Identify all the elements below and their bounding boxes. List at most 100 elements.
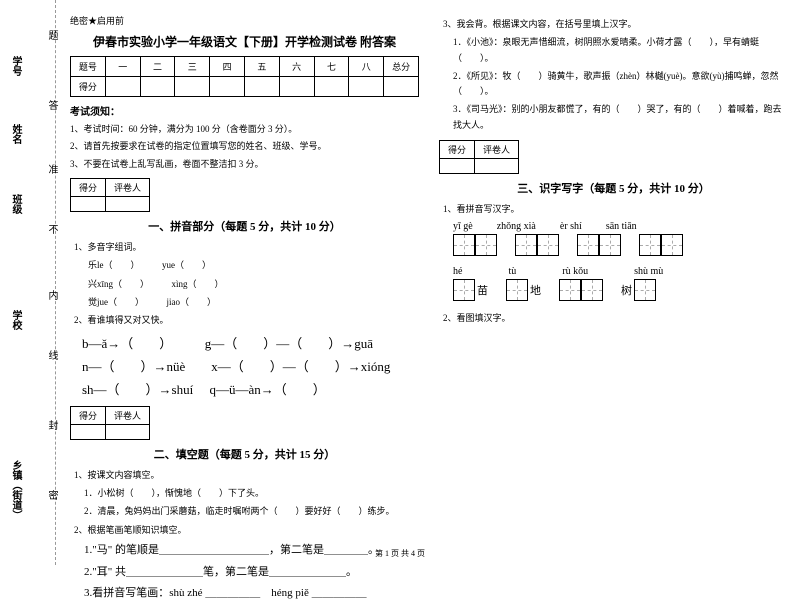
q: 1、按课文内容填空。 <box>74 468 419 483</box>
margin-xiangzhen: 乡镇（街道） <box>8 460 23 520</box>
opt: 乐le（ ） <box>88 260 135 270</box>
score-cell[interactable] <box>314 77 349 97</box>
py: rù kǒu <box>562 266 588 277</box>
tianzige-row <box>453 234 788 256</box>
sub: 1．小松树（ ），惭愧地（ ）下了头。 <box>84 486 419 501</box>
sub: 2."耳" 共＿＿＿＿＿＿＿笔，第二笔是＿＿＿＿＿＿＿。 <box>84 563 419 582</box>
seal-char: 线 <box>44 350 59 360</box>
q3c: 3．《司马光》：别的小朋友都慌了，有的（ ）哭了，有的（ ）着喊着，跑去找大人。 <box>453 102 788 133</box>
section2-title: 二、填空题（每题 5 分，共计 15 分） <box>70 446 419 462</box>
section3-title: 三、识字写字（每题 5 分，共计 10 分） <box>439 180 788 196</box>
tianzige[interactable] <box>634 279 656 301</box>
py: zhǒng xià <box>497 221 536 232</box>
tianzige[interactable] <box>577 234 599 256</box>
sb-c2: 评卷人 <box>106 179 150 197</box>
row-label: 得分 <box>71 77 106 97</box>
score-table: 题号 一 二 三 四 五 六 七 八 总分 得分 <box>70 56 419 97</box>
q: 2、根据笔画笔顺知识填空。 <box>74 523 419 538</box>
margin-banji: 班级 <box>8 194 23 214</box>
notice-item: 3、不要在试卷上乱写乱画，卷面不整洁扣 3 分。 <box>70 157 419 171</box>
py: hé <box>453 266 462 277</box>
opt: 兴xīng（ ） <box>88 279 145 289</box>
opt: xìng（ ） <box>172 279 224 289</box>
th: 一 <box>105 57 140 77</box>
pinyin-line: n—（ ）→nüè x—（ ）—（ ）→xióng <box>82 355 419 378</box>
opt: jiao（ ） <box>167 297 217 307</box>
q3a: 1．《小池》：泉眼无声惜细流，树阴照水爱晴柔。小荷才露（ ），早有蜻蜓（ ）。 <box>453 35 788 66</box>
sb-c1: 得分 <box>71 406 106 424</box>
score-box: 得分 评卷人 <box>439 140 519 174</box>
seal-char: 题 <box>44 30 59 40</box>
sb-c1: 得分 <box>71 179 106 197</box>
margin-xuehao: 学号 <box>8 56 23 76</box>
margin-xingming: 姓名 <box>8 124 23 144</box>
py: shù mù <box>634 266 663 277</box>
secrecy-header: 绝密★启用前 <box>70 14 419 27</box>
q: 2、看图填汉字。 <box>443 311 788 326</box>
th: 三 <box>175 57 210 77</box>
th: 五 <box>244 57 279 77</box>
tianzige[interactable] <box>581 279 603 301</box>
notice-item: 1、考试时间：60 分钟，满分为 100 分（含卷面分 3 分）。 <box>70 122 419 136</box>
score-cell[interactable] <box>175 77 210 97</box>
th: 二 <box>140 57 175 77</box>
tianzige[interactable] <box>475 234 497 256</box>
seal-char: 内 <box>44 290 59 300</box>
pinyin-row: hé tù rù kǒu shù mù <box>453 266 788 277</box>
seal-char: 密 <box>44 490 59 500</box>
tianzige[interactable] <box>559 279 581 301</box>
py: èr shí <box>560 221 582 232</box>
hz-hint: 地 <box>530 282 541 298</box>
tianzige[interactable] <box>661 234 683 256</box>
page-footer: 第 1 页 共 4 页 <box>0 548 800 559</box>
score-cell[interactable] <box>279 77 314 97</box>
score-box: 得分 评卷人 <box>70 178 150 212</box>
notice-item: 2、请首先按要求在试卷的指定位置填写您的姓名、班级、学号。 <box>70 139 419 153</box>
sb-c2: 评卷人 <box>475 141 519 159</box>
hz-hint: 苗 <box>477 282 488 298</box>
tianzige[interactable] <box>515 234 537 256</box>
exam-title: 伊春市实验小学一年级语文【下册】开学检测试卷 附答案 <box>70 33 419 50</box>
tianzige[interactable] <box>599 234 621 256</box>
py: tù <box>508 266 516 277</box>
left-column: 绝密★启用前 伊春市实验小学一年级语文【下册】开学检测试卷 附答案 题号 一 二… <box>70 14 419 561</box>
score-cell[interactable] <box>105 77 140 97</box>
binding-margin: 题 学号 答 姓名 准 班级 不 内 学校 线 封 乡镇（街道） 密 <box>0 0 56 565</box>
score-cell[interactable] <box>140 77 175 97</box>
tianzige[interactable] <box>506 279 528 301</box>
sub: 3.看拼音写笔画：shù zhé ＿＿＿＿＿ héng piě ＿＿＿＿＿ <box>84 584 419 603</box>
tianzige-row: 苗 地 树 <box>453 279 788 301</box>
tianzige[interactable] <box>537 234 559 256</box>
th: 题号 <box>71 57 106 77</box>
score-cell[interactable] <box>384 77 419 97</box>
sb-c2: 评卷人 <box>106 406 150 424</box>
seal-char: 封 <box>44 420 59 430</box>
th: 总分 <box>384 57 419 77</box>
tianzige[interactable] <box>453 279 475 301</box>
q: 1、看拼音写汉字。 <box>443 202 788 217</box>
opt: 觉jue（ ） <box>88 297 140 307</box>
sub: 2．清晨，兔妈妈出门采蘑菇，临走时嘱咐两个（ ）要好好（ ）练步。 <box>84 504 419 519</box>
th: 六 <box>279 57 314 77</box>
seal-char: 不 <box>44 224 59 234</box>
score-cell[interactable] <box>210 77 245 97</box>
q3: 3、我会背。根据课文内容，在括号里填上汉字。 <box>443 17 788 32</box>
sb-c1: 得分 <box>440 141 475 159</box>
seal-char: 答 <box>44 100 59 110</box>
score-cell[interactable] <box>244 77 279 97</box>
q3b: 2．《所见》：牧（ ）骑黄牛，歌声振（zhèn）林樾(yuè)。意欲(yù)捕鸣… <box>453 69 788 100</box>
pinyin-line: b—ǎ→（ ） g—（ ）—（ ）→guā <box>82 332 419 355</box>
th: 七 <box>314 57 349 77</box>
pinyin-row: yī gè zhǒng xià èr shí sān tiān <box>453 221 788 232</box>
q2: 2、看谁填得又对又快。 <box>74 313 419 328</box>
tianzige[interactable] <box>639 234 661 256</box>
score-box: 得分 评卷人 <box>70 406 150 440</box>
section1-title: 一、拼音部分（每题 5 分，共计 10 分） <box>70 218 419 234</box>
pinyin-line: sh—（ ）→shuí q—ü—àn→（ ） <box>82 378 419 401</box>
margin-xuexiao: 学校 <box>8 310 23 330</box>
py: yī gè <box>453 221 473 232</box>
q1: 1、多音字组词。 <box>74 240 419 255</box>
tianzige[interactable] <box>453 234 475 256</box>
th: 四 <box>210 57 245 77</box>
score-cell[interactable] <box>349 77 384 97</box>
